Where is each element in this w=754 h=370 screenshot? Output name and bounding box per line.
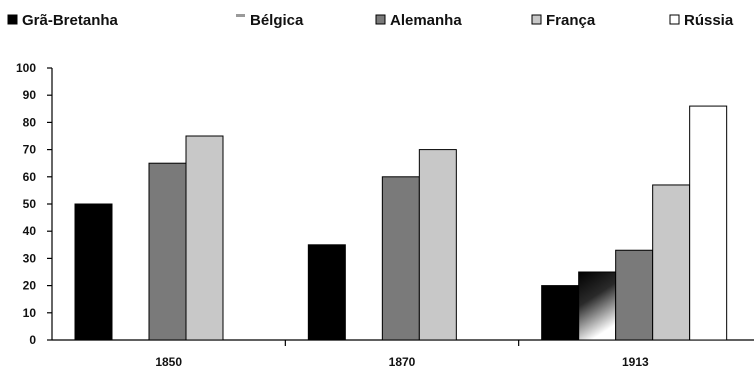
y-tick-label: 100 [16, 61, 36, 75]
bar-russia-1913 [689, 105, 728, 341]
legend-label-russia: Rússia [684, 12, 734, 29]
bar-gra-bretanha-1870 [307, 244, 346, 341]
bar-franca-1870 [418, 149, 457, 341]
legend-swatch-russia [669, 14, 680, 25]
legend-label-gra-bretanha: Grã-Bretanha [22, 12, 119, 29]
legend-label-franca: França [546, 12, 596, 29]
x-tick-label: 1913 [622, 355, 649, 369]
legend-swatch-alemanha [375, 14, 386, 25]
y-tick-label: 0 [29, 333, 36, 347]
x-tick-label: 1850 [155, 355, 182, 369]
x-tick-label: 1870 [389, 355, 416, 369]
y-tick-label: 70 [23, 143, 37, 157]
y-tick-label: 40 [23, 224, 37, 238]
bar-franca-1850 [185, 135, 224, 341]
y-tick-label: 80 [23, 115, 37, 129]
legend-swatch-gra-bretanha [7, 14, 18, 25]
legend-swatch-belgica [236, 14, 245, 17]
y-tick-label: 60 [23, 170, 37, 184]
legend-label-belgica: Bélgica [250, 12, 304, 29]
y-tick-label: 30 [23, 251, 37, 265]
chart-legend: Grã-Bretanha Bélgica Alemanha França Rússia [7, 12, 734, 29]
bar-gra-bretanha-1850 [74, 203, 113, 341]
bar-alemanha-1913 [615, 249, 654, 341]
bar-belgica-1913 [578, 271, 617, 341]
bar-alemanha-1850 [148, 162, 187, 341]
y-tick-label: 90 [23, 88, 37, 102]
bar-alemanha-1870 [381, 176, 420, 341]
chart-bars [74, 105, 728, 341]
y-tick-label: 10 [23, 306, 37, 320]
bar-gra-bretanha-1913 [541, 285, 580, 341]
legend-swatch-franca [531, 14, 542, 25]
y-tick-label: 20 [23, 279, 37, 293]
legend-label-alemanha: Alemanha [390, 12, 462, 29]
bar-franca-1913 [652, 184, 691, 341]
y-tick-label: 50 [23, 197, 37, 211]
